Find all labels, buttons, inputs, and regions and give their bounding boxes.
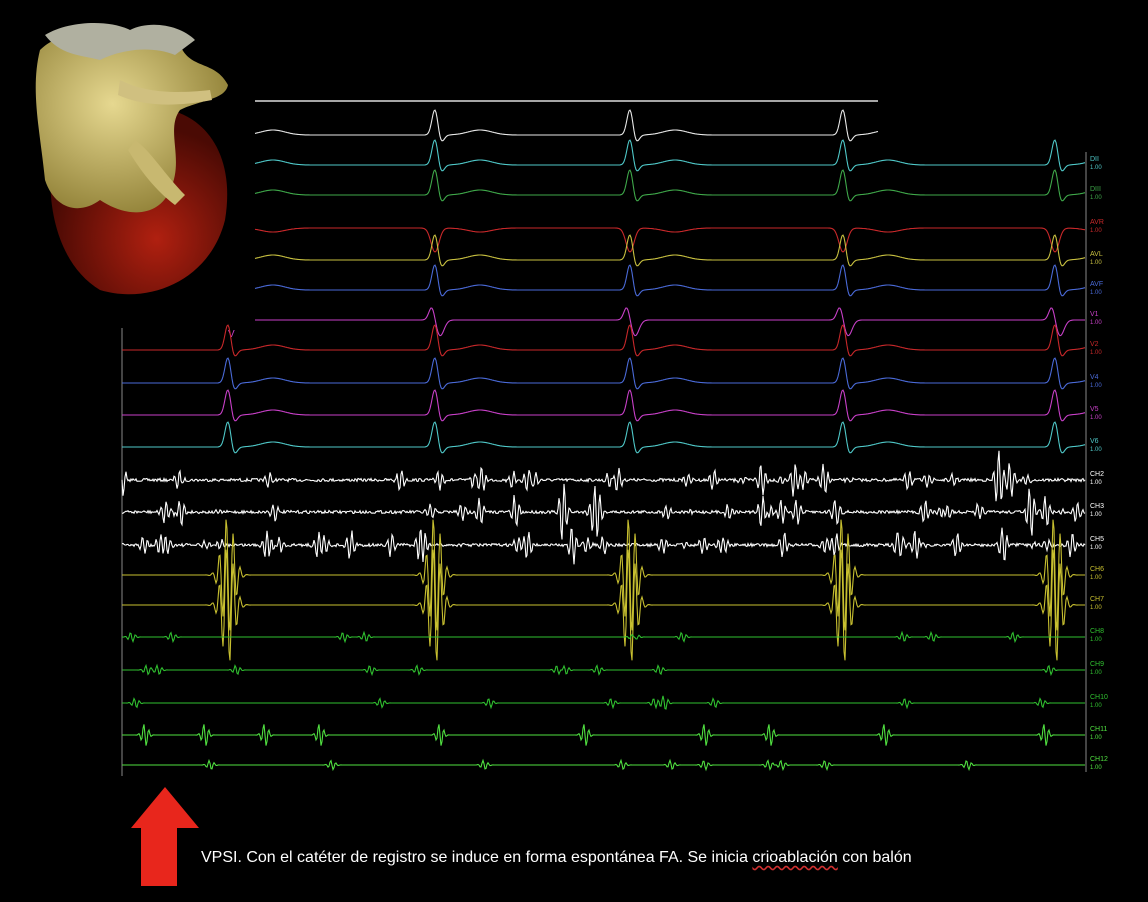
trace [122, 357, 1086, 390]
trace [122, 549, 1085, 661]
trace [121, 527, 1086, 565]
channel-label: CH8 [1090, 628, 1104, 635]
channel-gain: 1.00 [1090, 165, 1102, 171]
trace [122, 758, 1085, 772]
trace [122, 421, 1086, 454]
channel-label: V6 [1090, 438, 1099, 445]
channel-gain: 1.00 [1090, 228, 1102, 234]
channel-label: CH6 [1090, 566, 1104, 573]
channel-label: AVR [1090, 219, 1104, 226]
channel-gain: 1.00 [1090, 637, 1102, 643]
channel-label: CH10 [1090, 694, 1108, 701]
channel-gain: 1.00 [1090, 670, 1102, 676]
channel-label: DIII [1090, 186, 1101, 193]
channel-gain: 1.00 [1090, 415, 1102, 421]
channel-gain: 1.00 [1090, 260, 1102, 266]
trace [254, 264, 1086, 297]
channel-label: CH12 [1090, 756, 1108, 763]
trace [122, 389, 1086, 422]
caption-text: con balón [837, 849, 912, 866]
channel-gain: 1.00 [1090, 383, 1102, 389]
trace [255, 307, 1085, 337]
trace [254, 169, 1086, 202]
channel-gain: 1.00 [1090, 447, 1102, 453]
channel-label: CH2 [1090, 471, 1104, 478]
channel-gain: 1.00 [1090, 320, 1102, 326]
trace [122, 724, 1085, 746]
channel-label: CH3 [1090, 503, 1104, 510]
caption-text: crioablación [752, 849, 838, 866]
channel-label: CH11 [1090, 726, 1107, 733]
trace [122, 519, 1085, 631]
trace [122, 695, 1085, 710]
channel-label: V1 [1090, 311, 1099, 318]
channel-label: CH5 [1090, 536, 1104, 543]
trace [122, 663, 1085, 677]
channel-gain: 1.00 [1090, 545, 1102, 551]
heart-image [35, 23, 229, 295]
channel-label: CH9 [1090, 661, 1104, 668]
channel-gain: 1.00 [1090, 195, 1102, 201]
channel-label: AVL [1090, 251, 1103, 258]
channel-label: V5 [1090, 406, 1099, 413]
channel-gain: 1.00 [1090, 575, 1102, 581]
channel-gain: 1.00 [1090, 765, 1102, 771]
channel-gain: 1.00 [1090, 605, 1102, 611]
channel-gain: 1.00 [1090, 290, 1102, 296]
channel-gain: 1.00 [1090, 512, 1102, 518]
trace [254, 139, 1086, 172]
trace [254, 227, 1086, 253]
arrow [131, 787, 199, 886]
caption-text: VPSI. Con el catéter de registro se indu… [201, 849, 753, 866]
trace [254, 234, 1086, 267]
channel-gain: 1.00 [1090, 703, 1102, 709]
trace [121, 483, 1086, 540]
trace [254, 109, 879, 142]
channel-gain: 1.00 [1090, 735, 1102, 741]
channel-label: CH7 [1090, 596, 1104, 603]
trace [121, 630, 1085, 644]
trace [121, 450, 1086, 502]
channel-gain: 1.00 [1090, 480, 1102, 486]
marker: V [228, 329, 235, 340]
channel-gain: 1.00 [1090, 350, 1102, 356]
channel-label: AVF [1090, 281, 1103, 288]
channel-label: V2 [1090, 341, 1099, 348]
channel-label: V4 [1090, 374, 1099, 381]
caption: VPSI. Con el catéter de registro se indu… [201, 849, 912, 867]
channel-label: DII [1090, 156, 1099, 163]
trace [122, 324, 1086, 357]
